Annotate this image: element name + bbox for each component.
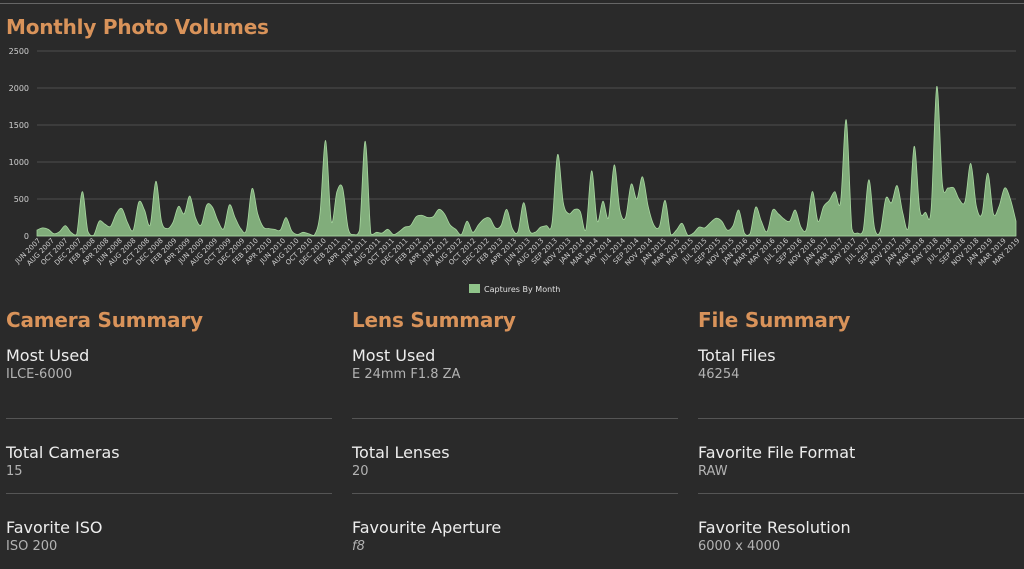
- stat-value: 20: [352, 464, 369, 479]
- stat-label: Favorite Resolution: [698, 518, 851, 537]
- stat-value: f8: [352, 539, 365, 554]
- stat-value: RAW: [698, 464, 728, 479]
- file-summary-title: File Summary: [698, 308, 851, 332]
- lens-summary-title: Lens Summary: [352, 308, 516, 332]
- stat-label: Most Used: [352, 346, 436, 365]
- legend-swatch: [469, 284, 480, 293]
- stat-value: ILCE-6000: [6, 367, 73, 382]
- y-tick-label: 2500: [9, 47, 29, 56]
- stat-most-used-lens: Most Used E 24mm F1.8 ZA: [352, 346, 678, 419]
- y-tick-label: 1000: [9, 158, 29, 167]
- stat-label: Favourite Aperture: [352, 518, 502, 537]
- stat-label: Total Cameras: [6, 443, 120, 462]
- stat-value: E 24mm F1.8 ZA: [352, 367, 461, 382]
- lens-summary: Lens Summary Most Used E 24mm F1.8 ZA To…: [352, 308, 678, 569]
- stat-favourite-aperture: Favourite Aperture f8: [352, 494, 678, 569]
- top-divider: [0, 3, 1024, 4]
- y-tick-label: 1500: [9, 121, 29, 130]
- stat-value: 6000 x 4000: [698, 539, 781, 554]
- chart-title: Monthly Photo Volumes: [6, 15, 269, 39]
- camera-summary-title: Camera Summary: [6, 308, 203, 332]
- y-tick-label: 500: [14, 195, 29, 204]
- stat-label: Favorite ISO: [6, 518, 103, 537]
- y-tick-label: 0: [24, 232, 29, 241]
- stat-label: Favorite File Format: [698, 443, 856, 462]
- stat-favorite-iso: Favorite ISO ISO 200: [6, 494, 332, 569]
- stat-label: Most Used: [6, 346, 90, 365]
- stat-favorite-resolution: Favorite Resolution 6000 x 4000: [698, 494, 1024, 569]
- stat-label: Total Files: [698, 346, 776, 365]
- stat-value: 46254: [698, 367, 740, 382]
- stat-label: Total Lenses: [352, 443, 450, 462]
- stat-total-lenses: Total Lenses 20: [352, 419, 678, 494]
- camera-summary: Camera Summary Most Used ILCE-6000 Total…: [6, 308, 332, 569]
- stat-total-cameras: Total Cameras 15: [6, 419, 332, 494]
- stat-value: 15: [6, 464, 23, 479]
- area-series-captures: [36, 86, 1017, 237]
- stat-favorite-file-format: Favorite File Format RAW: [698, 419, 1024, 494]
- file-summary: File Summary Total Files 46254 Favorite …: [698, 308, 1024, 569]
- stat-total-files: Total Files 46254: [698, 346, 1024, 419]
- y-tick-label: 2000: [9, 84, 29, 93]
- stat-value: ISO 200: [6, 539, 58, 554]
- legend-label: Captures By Month: [484, 285, 560, 294]
- stat-most-used-camera: Most Used ILCE-6000: [6, 346, 332, 419]
